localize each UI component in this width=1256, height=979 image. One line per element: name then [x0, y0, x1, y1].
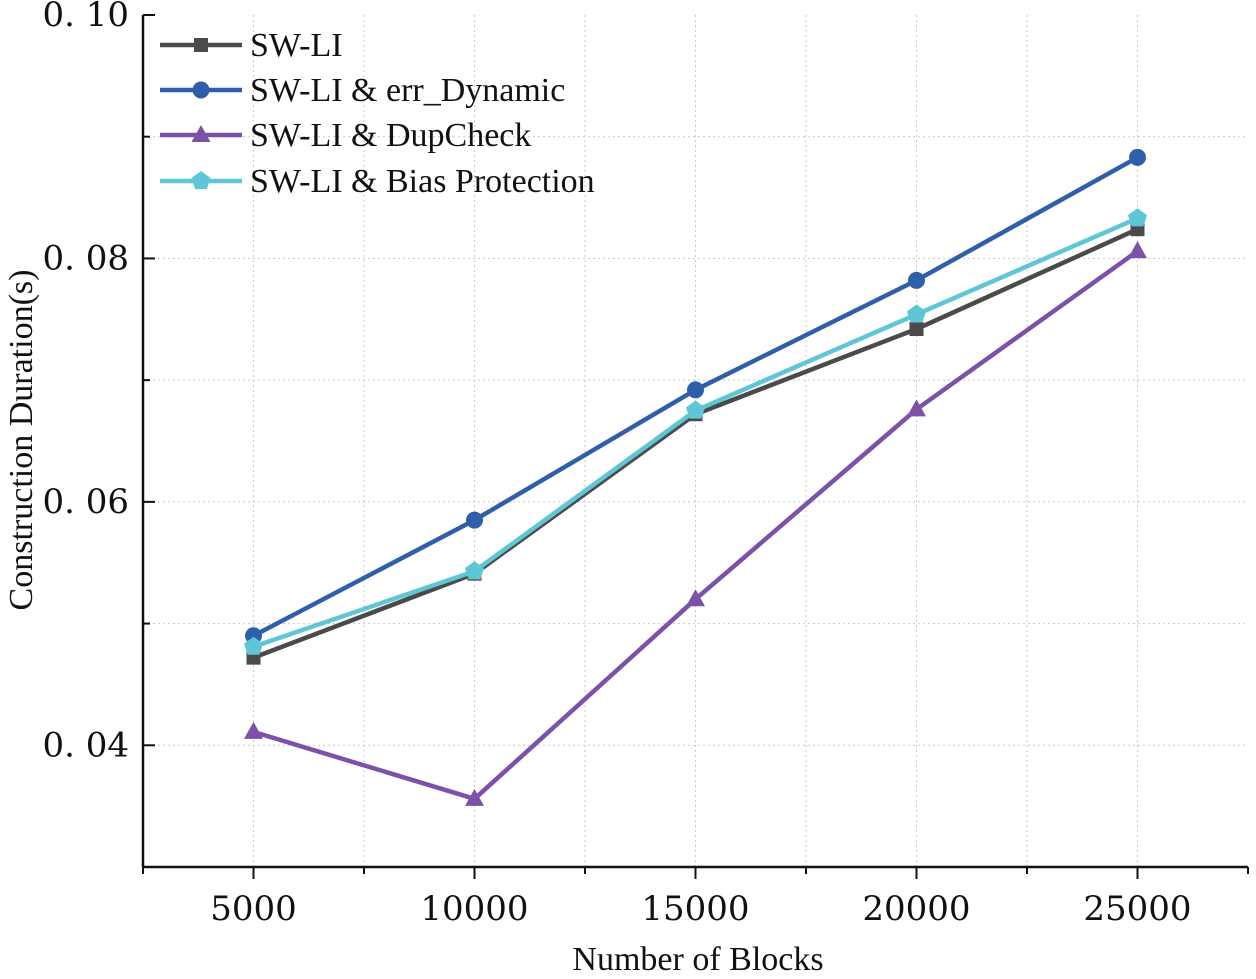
data-point	[243, 636, 264, 655]
y-tick-label: 0. 04	[42, 725, 129, 765]
data-point	[909, 322, 924, 337]
data-point	[907, 399, 926, 417]
axes: 0. 04 0. 06 0. 08 0. 10 5000 10000 15000 20000 2…	[42, 0, 1249, 929]
legend-line-swatch	[160, 38, 242, 52]
data-point	[466, 511, 483, 529]
x-tick-label: 20000	[862, 889, 970, 929]
data-point	[908, 271, 925, 289]
legend-line-swatch	[160, 125, 242, 142]
series-2	[244, 241, 1147, 806]
data-point	[687, 381, 704, 399]
x-axis-title: Number of Blocks	[572, 941, 823, 978]
data-point	[464, 561, 485, 580]
x-tick-label: 5000	[210, 889, 297, 929]
x-tick-label: 10000	[420, 889, 528, 929]
legend-label: SW-LI	[250, 27, 343, 64]
x-tick-label: 15000	[641, 889, 749, 929]
legend-entry-err-dynamic: SW-LI & err_Dynamic	[160, 72, 565, 109]
data-series	[243, 148, 1148, 806]
legend-marker	[191, 171, 211, 190]
y-tick-label: 0. 10	[42, 0, 129, 35]
series-1	[245, 148, 1146, 645]
series-line	[252, 216, 1139, 649]
legend-entry-dupcheck: SW-LI & DupCheck	[160, 117, 531, 154]
legend-label: SW-LI & Bias Protection	[250, 163, 595, 200]
data-point	[465, 788, 484, 806]
y-tick-label: 0. 06	[42, 482, 129, 522]
legend-label: SW-LI & DupCheck	[250, 117, 531, 154]
data-point	[244, 721, 263, 739]
legend: SW-LI SW-LI & err_Dynamic SW-LI & DupChe…	[160, 27, 595, 200]
data-point	[686, 589, 705, 607]
legend-label: SW-LI & err_Dynamic	[250, 72, 565, 109]
data-point	[1127, 208, 1148, 227]
data-point	[685, 400, 706, 419]
legend-entry-bias-protection: SW-LI & Bias Protection	[160, 163, 595, 200]
x-tick-label: 25000	[1083, 889, 1191, 929]
series-3	[243, 208, 1148, 655]
legend-marker	[192, 81, 210, 99]
y-tick-label: 0. 08	[42, 238, 129, 278]
data-point	[906, 304, 927, 323]
data-point	[1129, 148, 1146, 166]
legend-entry-sw-li: SW-LI	[160, 27, 343, 64]
legend-marker	[194, 38, 208, 52]
data-point	[1128, 241, 1147, 259]
legend-line-swatch	[160, 81, 242, 99]
y-axis-title: Construction Duration(s)	[3, 270, 40, 611]
legend-marker	[191, 125, 211, 142]
legend-line-swatch	[160, 171, 242, 190]
